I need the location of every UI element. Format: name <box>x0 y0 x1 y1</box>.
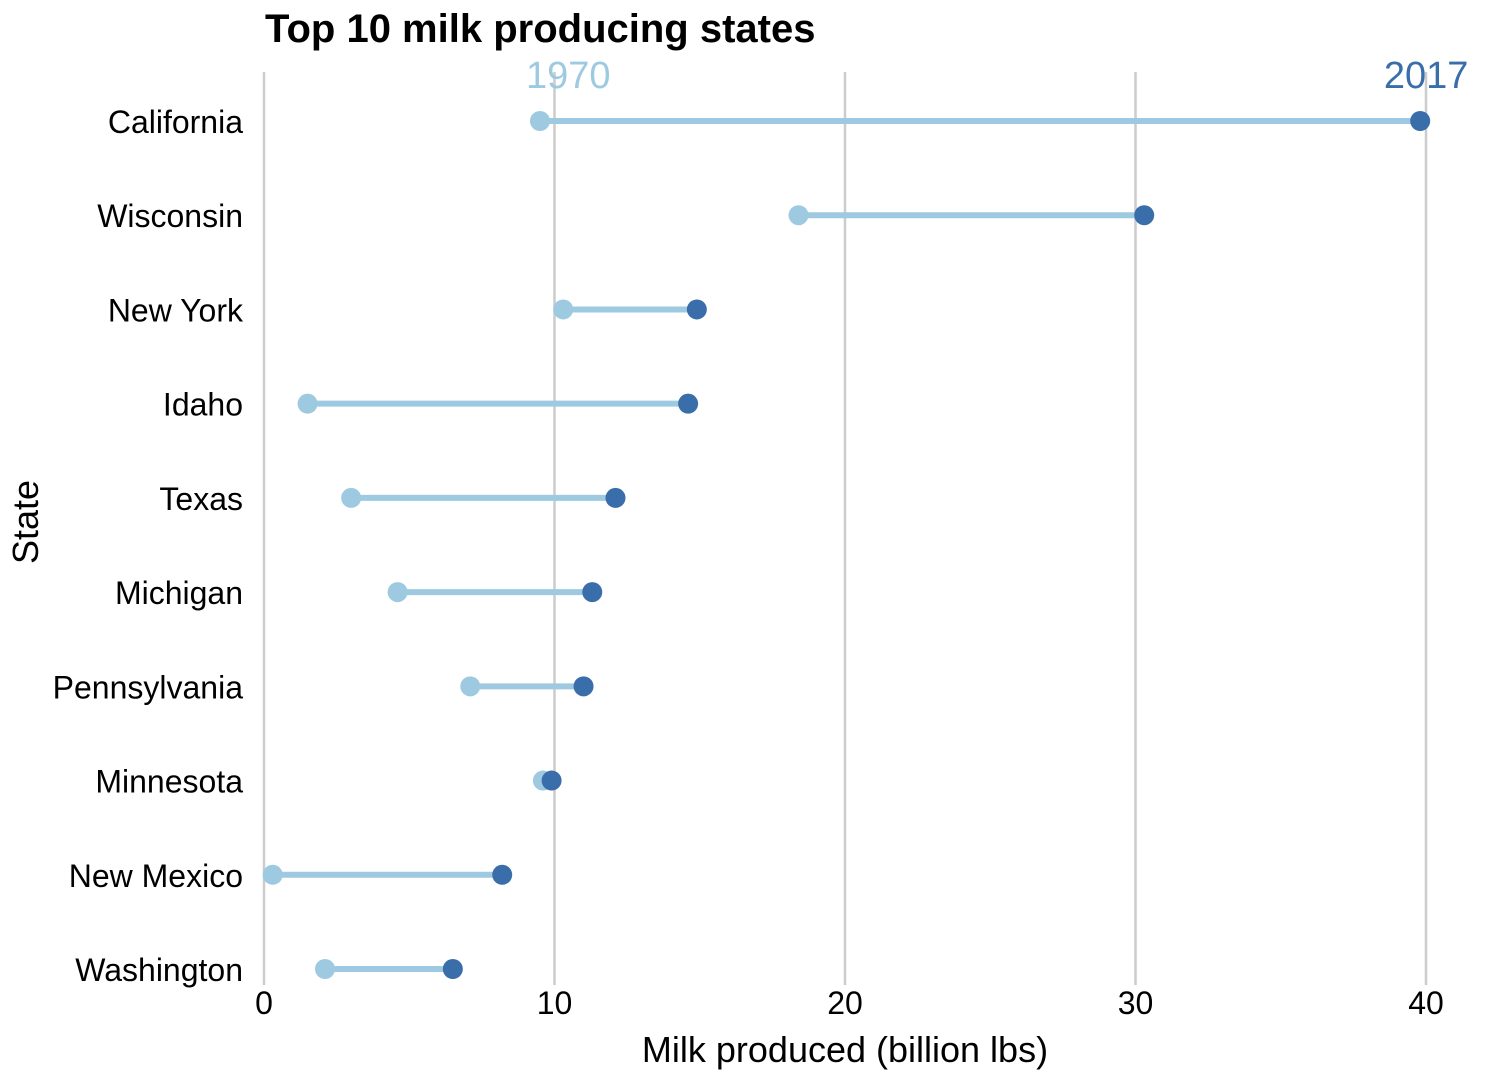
point-1970 <box>297 393 318 414</box>
point-1970 <box>315 959 336 979</box>
series-labels: 1970 2017 <box>526 55 1468 97</box>
point-1970 <box>341 487 362 508</box>
x-tick-label: 40 <box>1408 985 1444 1021</box>
point-2017 <box>605 487 626 508</box>
x-axis-title: Milk produced (billion lbs) <box>642 1029 1048 1070</box>
point-2017 <box>492 864 513 885</box>
point-2017 <box>573 676 594 697</box>
y-axis-title: State <box>5 480 46 564</box>
category-label: Michigan <box>115 575 243 611</box>
x-tick-label: 0 <box>255 985 273 1021</box>
x-tick-label: 30 <box>1118 985 1154 1021</box>
category-label: New York <box>108 292 244 328</box>
point-1970 <box>460 676 481 697</box>
point-2017 <box>1410 111 1431 131</box>
chart-title: Top 10 milk producing states <box>265 7 815 51</box>
point-2017 <box>582 582 603 603</box>
point-2017 <box>678 393 699 414</box>
point-2017 <box>686 299 707 320</box>
category-label: Wisconsin <box>97 198 243 234</box>
point-2017 <box>1134 205 1155 226</box>
points <box>262 111 1431 979</box>
x-axis-ticks: 0 10 20 30 40 <box>255 985 1444 1021</box>
gridlines <box>262 72 1428 985</box>
category-label: Washington <box>75 952 243 988</box>
point-2017 <box>541 770 562 791</box>
connectors <box>272 118 1421 972</box>
point-1970 <box>788 205 809 226</box>
category-label: Texas <box>159 481 243 517</box>
category-label: California <box>108 104 243 140</box>
category-label: Pennsylvania <box>53 669 244 705</box>
point-1970 <box>529 111 550 131</box>
x-tick-label: 20 <box>827 985 863 1021</box>
category-label: Minnesota <box>95 764 243 800</box>
point-1970 <box>262 864 283 885</box>
series-label-2017: 2017 <box>1384 55 1469 97</box>
point-1970 <box>553 299 574 320</box>
category-label: New Mexico <box>69 858 243 894</box>
series-label-1970: 1970 <box>526 55 611 97</box>
category-label: Idaho <box>163 387 243 423</box>
y-axis-categories: California Wisconsin New York Idaho Texas Mic… <box>53 104 244 988</box>
x-tick-label: 10 <box>537 985 573 1021</box>
point-1970 <box>387 582 408 603</box>
point-2017 <box>442 959 463 979</box>
